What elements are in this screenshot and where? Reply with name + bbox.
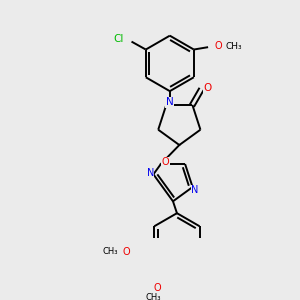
Text: N: N [146, 168, 154, 178]
Text: CH₃: CH₃ [146, 293, 161, 300]
Text: O: O [162, 158, 170, 167]
Text: CH₃: CH₃ [102, 247, 118, 256]
Text: N: N [191, 185, 199, 195]
Text: CH₃: CH₃ [226, 42, 242, 51]
Text: Cl: Cl [113, 34, 124, 44]
Text: O: O [123, 247, 130, 256]
Text: N: N [166, 97, 174, 107]
Text: O: O [203, 83, 211, 93]
Text: O: O [154, 283, 161, 293]
Text: O: O [214, 41, 222, 51]
